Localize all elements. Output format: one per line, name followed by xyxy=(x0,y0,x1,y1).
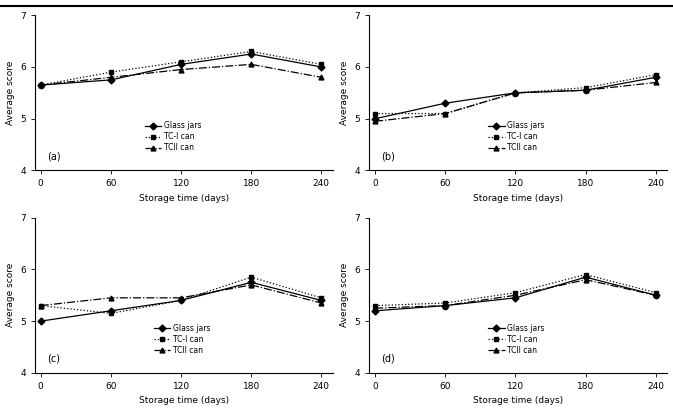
TCII can xyxy=(441,303,450,308)
Glass jars xyxy=(107,77,115,82)
Glass jars xyxy=(441,303,450,308)
TCII can xyxy=(581,277,590,282)
Glass jars xyxy=(511,296,520,300)
TCII can xyxy=(107,75,115,80)
Glass jars xyxy=(317,298,325,303)
Glass jars xyxy=(651,293,660,298)
TC-I can xyxy=(511,90,520,95)
TCII can xyxy=(371,119,379,124)
Glass jars xyxy=(177,62,185,67)
Line: TC-I can: TC-I can xyxy=(38,49,324,88)
Line: Glass jars: Glass jars xyxy=(373,275,658,313)
Text: (a): (a) xyxy=(47,151,61,161)
Text: (d): (d) xyxy=(381,353,395,364)
Glass jars xyxy=(511,90,520,95)
Glass jars xyxy=(177,298,185,303)
Glass jars xyxy=(37,83,45,88)
Line: TC-I can: TC-I can xyxy=(373,272,658,308)
Y-axis label: Average score: Average score xyxy=(5,61,15,125)
TC-I can xyxy=(247,49,255,54)
Legend: Glass jars, TC-I can, TCII can: Glass jars, TC-I can, TCII can xyxy=(487,322,546,356)
Glass jars xyxy=(651,75,660,80)
TC-I can xyxy=(37,83,45,88)
TCII can xyxy=(37,83,45,88)
X-axis label: Storage time (days): Storage time (days) xyxy=(473,397,563,405)
TCII can xyxy=(317,300,325,305)
Glass jars xyxy=(581,275,590,279)
TC-I can xyxy=(651,72,660,77)
Glass jars xyxy=(107,308,115,313)
Line: TCII can: TCII can xyxy=(373,80,658,124)
TC-I can xyxy=(177,59,185,64)
Glass jars xyxy=(371,308,379,313)
TCII can xyxy=(651,293,660,298)
Glass jars xyxy=(317,65,325,69)
Line: TC-I can: TC-I can xyxy=(38,275,324,316)
TC-I can xyxy=(651,290,660,295)
TCII can xyxy=(247,62,255,67)
Line: Glass jars: Glass jars xyxy=(38,280,324,323)
TCII can xyxy=(511,90,520,95)
Line: TCII can: TCII can xyxy=(373,277,658,311)
TCII can xyxy=(177,296,185,300)
TC-I can xyxy=(317,296,325,300)
Legend: Glass jars, TC-I can, TCII can: Glass jars, TC-I can, TCII can xyxy=(143,120,203,154)
TC-I can xyxy=(371,303,379,308)
Line: TCII can: TCII can xyxy=(38,282,324,308)
TCII can xyxy=(317,75,325,80)
TCII can xyxy=(247,282,255,287)
TC-I can xyxy=(317,62,325,67)
Y-axis label: Average score: Average score xyxy=(5,263,15,328)
TC-I can xyxy=(177,298,185,303)
Line: Glass jars: Glass jars xyxy=(373,75,658,121)
TC-I can xyxy=(371,111,379,116)
TC-I can xyxy=(107,311,115,316)
TCII can xyxy=(441,111,450,116)
Glass jars xyxy=(247,280,255,285)
TCII can xyxy=(651,80,660,85)
Line: TCII can: TCII can xyxy=(38,62,324,88)
TCII can xyxy=(371,306,379,311)
TCII can xyxy=(107,296,115,300)
TCII can xyxy=(581,88,590,93)
Glass jars xyxy=(441,101,450,106)
Text: (c): (c) xyxy=(47,353,60,364)
X-axis label: Storage time (days): Storage time (days) xyxy=(139,397,229,405)
Y-axis label: Average score: Average score xyxy=(340,263,349,328)
TCII can xyxy=(511,293,520,298)
TC-I can xyxy=(107,70,115,75)
Text: (b): (b) xyxy=(381,151,395,161)
TC-I can xyxy=(441,111,450,116)
Glass jars xyxy=(371,116,379,121)
TCII can xyxy=(177,67,185,72)
TC-I can xyxy=(37,303,45,308)
Y-axis label: Average score: Average score xyxy=(340,61,349,125)
TC-I can xyxy=(511,290,520,295)
TC-I can xyxy=(581,85,590,90)
Line: Glass jars: Glass jars xyxy=(38,52,324,88)
X-axis label: Storage time (days): Storage time (days) xyxy=(139,194,229,203)
TC-I can xyxy=(247,275,255,279)
Glass jars xyxy=(37,319,45,323)
Line: TC-I can: TC-I can xyxy=(373,72,658,116)
TC-I can xyxy=(581,272,590,277)
Legend: Glass jars, TC-I can, TCII can: Glass jars, TC-I can, TCII can xyxy=(487,120,546,154)
TCII can xyxy=(37,303,45,308)
Glass jars xyxy=(581,88,590,93)
TC-I can xyxy=(441,300,450,305)
X-axis label: Storage time (days): Storage time (days) xyxy=(473,194,563,203)
Glass jars xyxy=(247,51,255,56)
Legend: Glass jars, TC-I can, TCII can: Glass jars, TC-I can, TCII can xyxy=(152,322,211,356)
